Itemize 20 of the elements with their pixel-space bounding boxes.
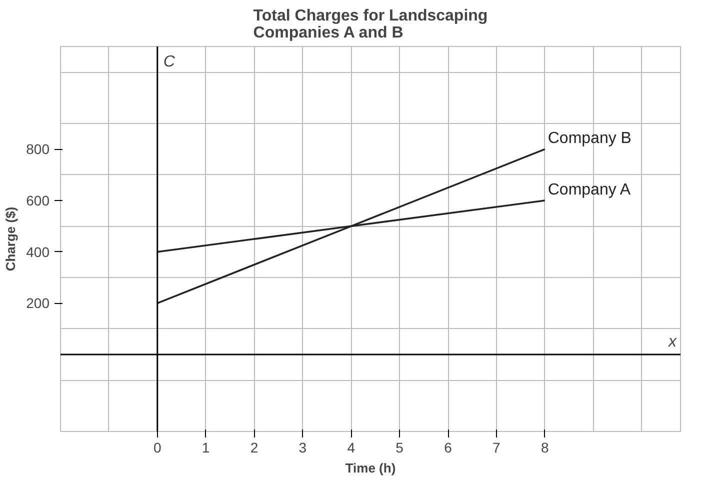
x-tick-label: 4 (347, 440, 356, 456)
x-tick-label: 0 (153, 440, 162, 456)
series-label: Company A (548, 182, 631, 198)
y-axis-title: Charge ($) (3, 206, 18, 272)
chart-title: Total Charges for Landscaping Companies A and B (253, 8, 488, 42)
x-tick-label: 5 (396, 440, 404, 456)
y-tick-label: 800 (26, 141, 50, 158)
x-tick-label: 1 (202, 440, 210, 456)
x-axis-title: Time (h) (345, 460, 396, 476)
y-tick-label: 600 (26, 192, 50, 208)
x-tick-label: 6 (444, 440, 452, 456)
series-label: Company B (548, 130, 632, 148)
y-tick-label: 200 (26, 295, 50, 312)
x-tick-label: 8 (540, 440, 549, 456)
annotation: C (163, 54, 176, 70)
annotation: x (668, 334, 678, 350)
x-tick-label: 3 (298, 440, 307, 456)
x-tick-label: 2 (250, 440, 258, 456)
y-tick-label: 400 (26, 244, 50, 260)
x-tick-label: 7 (492, 440, 501, 456)
